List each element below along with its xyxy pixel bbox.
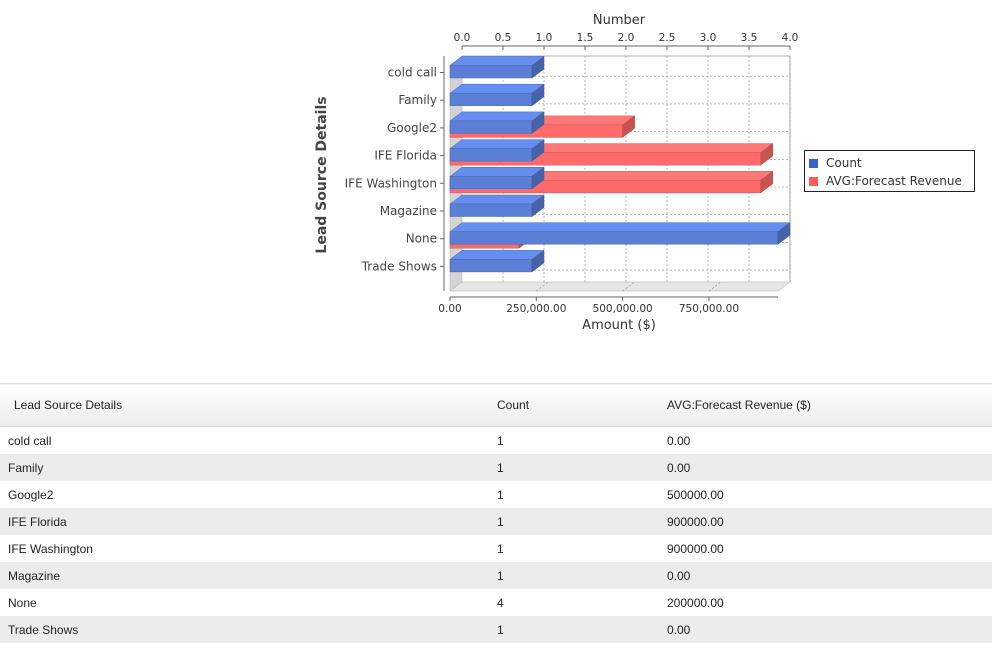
cell-count: 4 xyxy=(497,589,667,616)
cell-avg-forecast: 900000.00 xyxy=(667,535,992,562)
cell-lead-source: Magazine xyxy=(0,562,497,589)
cell-lead-source: IFE Washington xyxy=(0,535,497,562)
bar-count xyxy=(449,83,545,107)
column-header-avg-forecast[interactable]: AVG:Forecast Revenue ($) xyxy=(667,383,992,427)
bottom-tick-label: 0.00 xyxy=(438,303,461,315)
table-row: None 4 200000.00 xyxy=(0,589,992,616)
cell-avg-forecast: 0.00 xyxy=(667,454,992,481)
top-tick-label: 2.5 xyxy=(659,32,676,44)
category-label: IFE Washington xyxy=(345,176,437,190)
column-header-count[interactable]: Count xyxy=(497,383,667,427)
top-tick-label: 1.0 xyxy=(536,32,553,44)
table-row: IFE Florida 1 900000.00 xyxy=(0,508,992,535)
cell-count: 1 xyxy=(497,535,667,562)
top-tick-label: 3.5 xyxy=(741,32,758,44)
table-header-row: Lead Source Details Count AVG:Forecast R… xyxy=(0,383,992,427)
cell-count: 1 xyxy=(497,562,667,589)
category-label: None xyxy=(406,232,437,246)
cell-lead-source: Family xyxy=(0,454,497,481)
top-tick-label: 1.5 xyxy=(577,32,594,44)
cell-count: 1 xyxy=(497,426,667,454)
cell-count: 1 xyxy=(497,508,667,535)
legend-swatch-revenue xyxy=(809,176,818,186)
top-tick-label: 4.0 xyxy=(782,32,799,44)
top-axis-label: Number xyxy=(593,13,646,28)
cell-avg-forecast: 900000.00 xyxy=(667,508,992,535)
bar-count xyxy=(449,222,791,245)
column-header-lead-source[interactable]: Lead Source Details xyxy=(0,383,497,427)
legend-item-revenue: AVG:Forecast Revenue xyxy=(809,172,974,190)
legend-item-count: Count xyxy=(809,154,974,172)
top-tick-label: 3.0 xyxy=(700,32,717,44)
grid-line-floor xyxy=(622,281,635,292)
category-label: Trade Shows xyxy=(361,259,437,273)
cell-avg-forecast: 500000.00 xyxy=(667,481,992,508)
data-table: Lead Source Details Count AVG:Forecast R… xyxy=(0,383,992,643)
bar-count xyxy=(449,166,545,190)
cell-lead-source: cold call xyxy=(0,426,497,454)
bottom-tick-label: 250,000.00 xyxy=(506,303,566,315)
cell-lead-source: None xyxy=(0,589,497,616)
cell-lead-source: Trade Shows xyxy=(0,616,497,643)
top-tick-label: 0.5 xyxy=(495,32,512,44)
cell-count: 1 xyxy=(497,616,667,643)
table-row: Google2 1 500000.00 xyxy=(0,481,992,508)
top-tick-label: 0.0 xyxy=(454,32,471,44)
y-axis-label: Lead Source Details xyxy=(314,96,330,253)
cell-avg-forecast: 200000.00 xyxy=(667,589,992,616)
chart-legend: Count AVG:Forecast Revenue xyxy=(804,150,975,192)
category-label: Magazine xyxy=(380,204,437,218)
bar-count xyxy=(449,139,545,162)
legend-label-count: Count xyxy=(826,156,862,170)
bottom-tick-label: 750,000.00 xyxy=(679,303,739,315)
cell-count: 1 xyxy=(497,454,667,481)
plot-floor xyxy=(449,281,791,292)
cell-lead-source: IFE Florida xyxy=(0,508,497,535)
cell-avg-forecast: 0.00 xyxy=(667,616,992,643)
category-label: cold call xyxy=(388,66,437,80)
category-label: Google2 xyxy=(387,121,437,135)
grid-line-floor xyxy=(708,281,722,292)
grid-line-floor xyxy=(536,281,549,292)
category-label: Family xyxy=(398,93,437,107)
cell-lead-source: Google2 xyxy=(0,481,497,508)
legend-label-revenue: AVG:Forecast Revenue xyxy=(826,174,962,188)
category-label: IFE Florida xyxy=(374,149,437,163)
table-row: Trade Shows 1 0.00 xyxy=(0,616,992,643)
bar-count xyxy=(449,194,545,217)
top-tick-label: 2.0 xyxy=(618,32,635,44)
table-row: cold call 1 0.00 xyxy=(0,426,992,454)
table-row: Family 1 0.00 xyxy=(0,454,992,481)
cell-count: 1 xyxy=(497,481,667,508)
table-row: Magazine 1 0.00 xyxy=(0,562,992,589)
legend-swatch-count xyxy=(809,158,818,168)
bar-chart: 0.0 0.5 1.0 1.5 2.0 2.5 3.0 3.5 4.0 0.00 250,000.0… xyxy=(314,13,799,333)
bottom-tick-label: 500,000.00 xyxy=(593,303,653,315)
table-row: IFE Washington 1 900000.00 xyxy=(0,535,992,562)
bar-count xyxy=(449,111,545,134)
bar-count xyxy=(449,249,545,273)
bar-count xyxy=(449,56,545,79)
cell-avg-forecast: 0.00 xyxy=(667,426,992,454)
cell-avg-forecast: 0.00 xyxy=(667,562,992,589)
bottom-axis-label: Amount ($) xyxy=(582,318,656,333)
